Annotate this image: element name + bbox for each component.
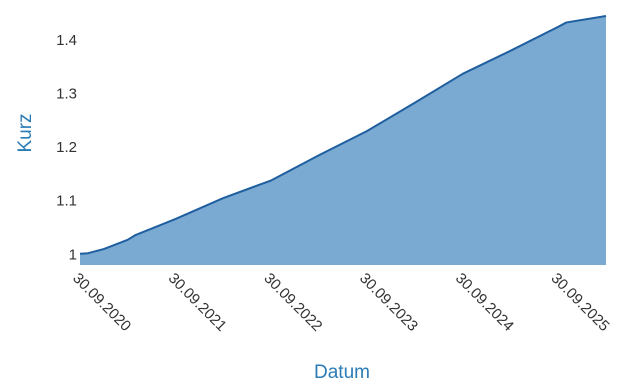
x-axis-ticks: 30.09.2020 30.09.2021 30.09.2022 30.09.2023… bbox=[69, 270, 612, 335]
y-tick-label: 1.2 bbox=[56, 139, 77, 156]
x-tick-label: 30.09.2023 bbox=[356, 270, 421, 335]
y-tick-label: 1 bbox=[69, 246, 77, 263]
area-fill bbox=[80, 16, 606, 265]
y-tick-label: 1.4 bbox=[56, 32, 77, 49]
x-tick-label: 30.09.2025 bbox=[547, 270, 612, 335]
x-tick-label: 30.09.2021 bbox=[165, 270, 230, 335]
plot-area bbox=[79, 15, 607, 265]
x-tick-label: 30.09.2022 bbox=[260, 270, 325, 335]
series-line bbox=[79, 15, 607, 255]
x-axis-title: Datum bbox=[314, 362, 370, 383]
y-axis-ticks: 1 1.1 1.2 1.3 1.4 bbox=[56, 32, 77, 263]
y-tick-label: 1.3 bbox=[56, 86, 77, 103]
y-tick-label: 1.1 bbox=[56, 193, 77, 210]
y-axis-title: Kurz bbox=[15, 113, 36, 152]
x-tick-label: 30.09.2020 bbox=[69, 270, 134, 335]
x-tick-label: 30.09.2024 bbox=[452, 270, 517, 335]
